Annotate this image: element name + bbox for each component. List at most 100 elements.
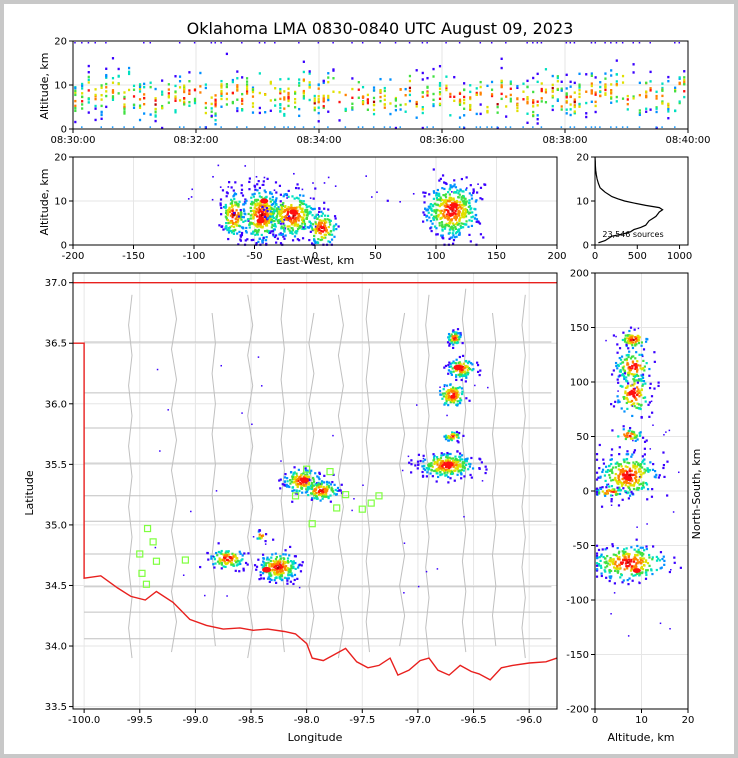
ew-alt-point: [261, 239, 264, 242]
time-height-mark: [183, 90, 186, 94]
plan-view-source: [253, 564, 257, 567]
ew-alt-point: [459, 226, 463, 229]
plan-view-source: [453, 333, 457, 336]
plan-view-source: [279, 557, 282, 560]
time-height-mark: [667, 110, 670, 113]
ew-alt-point: [308, 205, 311, 208]
ew-alt-point: [240, 184, 243, 187]
ns-alt-point: [651, 488, 654, 491]
ew-alt-point: [232, 222, 235, 225]
plan-view-source: [448, 365, 451, 368]
ew-alt-point: [476, 191, 479, 194]
time-height-mark: [432, 75, 435, 78]
ns-alt-point: [623, 460, 626, 463]
ns-alt-point: [658, 559, 661, 562]
time-height-mark: [599, 81, 602, 84]
time-height-mark: [174, 99, 177, 102]
time-height-mark: [532, 76, 535, 80]
time-height-mark: [565, 42, 568, 44]
plan-view-source: [307, 478, 311, 481]
ns-alt-point: [595, 490, 599, 494]
ns-alt-point: [658, 474, 661, 477]
ew-alt-point: [425, 209, 428, 212]
ew-alt-point: [449, 186, 452, 189]
plan-view-source: [446, 414, 448, 417]
ns-alt-point: [637, 374, 640, 378]
ew-alt-point: [305, 206, 308, 209]
ns-alt-point: [622, 487, 625, 490]
plan-view-source: [410, 471, 413, 474]
plan-view-source: [487, 386, 489, 389]
plan-view-source: [300, 474, 303, 477]
time-height-mark: [154, 99, 157, 102]
time-height-mark: [556, 76, 559, 80]
ew-alt-point: [230, 231, 234, 234]
time-height-mark: [585, 101, 588, 105]
ew-alt-point: [264, 211, 267, 214]
ns-alt-point: [649, 448, 652, 450]
plan-view-source: [305, 476, 308, 479]
ns-alt-point: [638, 571, 641, 575]
plan-view-source: [451, 433, 454, 436]
ns-alt-point: [608, 473, 611, 477]
ew-alt-point: [263, 219, 266, 222]
time-height-mark: [357, 88, 360, 91]
time-height-mark: [421, 91, 424, 94]
time-height-mark: [294, 126, 296, 128]
plan-view-source: [464, 458, 467, 461]
time-height-mark: [338, 100, 341, 104]
ew-alt-point: [270, 192, 273, 195]
ns-alt-point: [622, 425, 625, 428]
plan-view-source: [461, 458, 464, 461]
ew-alt-point: [456, 189, 459, 192]
ns-alt-point: [648, 564, 651, 567]
ew-alt-point: [441, 234, 444, 237]
time-height-mark: [313, 97, 316, 100]
time-height-mark: [94, 93, 97, 97]
plan-view-source: [439, 462, 442, 466]
county-line: [337, 294, 344, 659]
ns-alt-point: [661, 557, 664, 561]
ns-alt-point: [598, 443, 601, 447]
ew-alt-point: [427, 208, 430, 211]
time-height-mark: [279, 78, 282, 81]
ns-alt-point: [631, 432, 634, 436]
ew-alt-point: [446, 224, 449, 227]
plan-view-source: [464, 372, 467, 375]
time-height-mark: [87, 111, 90, 114]
ew-alt-point: [256, 233, 259, 236]
time-height-mark: [143, 85, 146, 89]
time-height-mark: [632, 63, 635, 66]
ns-alt-point: [637, 341, 641, 345]
ns-alt-point: [616, 482, 619, 485]
plan-view-source: [431, 475, 434, 478]
plan-view-source: [455, 378, 458, 382]
ns-alt-point: [637, 336, 640, 339]
time-height-mark: [105, 76, 108, 79]
plan-view-source: [444, 364, 448, 368]
ns-alt-point: [631, 367, 634, 370]
time-height-mark: [161, 126, 164, 130]
plan-view-source: [443, 462, 446, 465]
ew-alt-point: [445, 213, 448, 216]
plan-view-source: [456, 433, 459, 436]
time-height-mark: [560, 89, 563, 92]
ew-alt-point: [460, 177, 463, 181]
plan-view-source: [462, 362, 465, 365]
plan-view-source: [309, 484, 312, 487]
histogram-annotation: 23,546 sources: [602, 230, 663, 239]
plan-view-tick-label-x: -98.5: [238, 715, 264, 726]
plan-view-source: [315, 484, 319, 487]
ew-alt-point: [333, 235, 336, 238]
plan-view-source: [428, 465, 431, 468]
time-height-mark: [594, 42, 597, 44]
ew-alt-point: [237, 212, 240, 215]
plan-view-source: [306, 488, 309, 491]
plan-view-source: [291, 477, 294, 481]
time-height-mark: [204, 86, 207, 90]
ns-alt-point: [626, 472, 629, 475]
ew-alt-point: [290, 203, 293, 207]
time-height-mark: [210, 114, 213, 118]
ew-alt-point: [236, 214, 239, 217]
plan-view-source: [466, 365, 469, 368]
